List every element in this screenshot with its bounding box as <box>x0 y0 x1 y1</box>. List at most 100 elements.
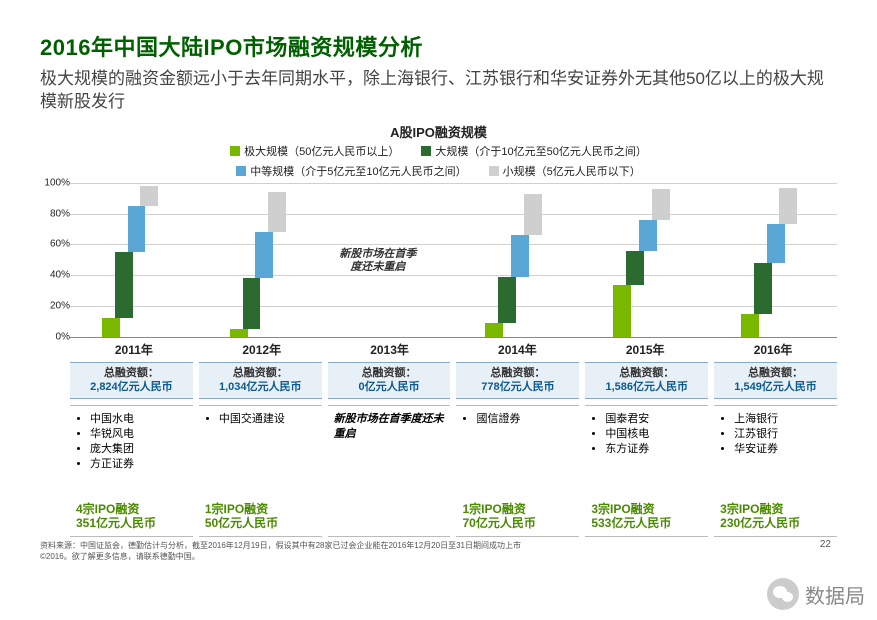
total-label: 总融资额： <box>201 367 320 381</box>
watermark: 数据局 <box>767 578 865 610</box>
ipo-summary: 4宗IPO融资351亿元人民币 <box>76 502 187 531</box>
company-list: 中国水电华锐风电庞大集团方正证券 <box>90 412 187 471</box>
bar-segment <box>779 188 797 225</box>
bar-segment <box>243 278 261 329</box>
ipo-count: 1宗IPO融资 <box>205 502 316 516</box>
source-line-2: ©2016。欲了解更多信息，请联系德勤中国。 <box>40 552 837 562</box>
company-name: 國信證券 <box>476 412 573 427</box>
bar-segment <box>485 323 503 337</box>
ipo-summary: 3宗IPO融资533亿元人民币 <box>591 502 702 531</box>
company-card: 國信證券 1宗IPO融资70亿元人民币 <box>456 405 579 537</box>
bar-segment <box>115 252 133 318</box>
total-card: 总融资额：0亿元人民币 <box>328 362 451 400</box>
gridline <box>70 244 837 245</box>
bar-group <box>485 183 549 337</box>
gridline <box>70 275 837 276</box>
company-list: 国泰君安中国核电东方证券 <box>605 412 702 457</box>
ipo-summary: 1宗IPO融资70亿元人民币 <box>462 502 573 531</box>
legend-item: 极大规模（50亿元人民币以上） <box>230 143 399 159</box>
total-value: 2,824亿元人民币 <box>72 381 191 395</box>
ipo-amount: 50亿元人民币 <box>205 516 316 530</box>
page-title: 2016年中国大陆IPO市场融资规模分析 <box>40 30 837 62</box>
legend-swatch <box>236 166 246 176</box>
bar-segment <box>498 277 516 323</box>
legend-label: 极大规模（50亿元人民币以上） <box>244 143 399 159</box>
ipo-amount: 351亿元人民币 <box>76 516 187 530</box>
x-axis-label: 2015年 <box>613 341 677 358</box>
y-tick: 80% <box>34 208 70 219</box>
company-name: 华安证券 <box>734 442 831 457</box>
y-tick: 100% <box>34 177 70 188</box>
bar-segment <box>268 192 286 232</box>
legend-label: 小规模（5亿元人民币以下） <box>503 163 641 179</box>
y-tick: 40% <box>34 270 70 281</box>
bar-segment <box>524 194 542 236</box>
ipo-count: 4宗IPO融资 <box>76 502 187 516</box>
chart-annotation: 新股市场在首季 度还未重启 <box>313 248 443 274</box>
bar-segment <box>140 186 158 206</box>
total-card: 总融资额：778亿元人民币 <box>456 362 579 400</box>
source-footnote: 资料来源：中国证监会，德勤估计与分析，截至2016年12月19日，假设其中有28… <box>40 541 837 562</box>
company-name: 东方证券 <box>605 442 702 457</box>
gridline <box>70 306 837 307</box>
company-card: 中国水电华锐风电庞大集团方正证券 4宗IPO融资351亿元人民币 <box>70 405 193 537</box>
legend-swatch <box>489 166 499 176</box>
company-name: 国泰君安 <box>605 412 702 427</box>
company-name: 中国水电 <box>90 412 187 427</box>
x-axis-label: 2011年 <box>102 341 166 358</box>
total-value: 1,549亿元人民币 <box>716 381 835 395</box>
bar-segment <box>652 189 670 220</box>
company-name: 方正证券 <box>90 457 187 472</box>
company-card: 上海银行江苏银行华安证券3宗IPO融资230亿元人民币 <box>714 405 837 537</box>
company-card: 国泰君安中国核电东方证券 3宗IPO融资533亿元人民币 <box>585 405 708 537</box>
bar-segment <box>767 224 785 263</box>
total-value: 0亿元人民币 <box>330 381 449 395</box>
company-list: 上海银行江苏银行华安证券 <box>734 412 831 457</box>
company-name: 中国核电 <box>605 427 702 442</box>
company-card: 中国交通建设 1宗IPO融资50亿元人民币 <box>199 405 322 537</box>
x-axis-label: 2013年 <box>358 341 422 358</box>
company-name: 上海银行 <box>734 412 831 427</box>
watermark-text: 数据局 <box>805 580 865 609</box>
legend-item: 大规模（介于10亿元至50亿元人民币之间） <box>421 143 646 159</box>
company-name: 中国交通建设 <box>219 412 316 427</box>
x-axis-label: 2012年 <box>230 341 294 358</box>
total-card: 总融资额：2,824亿元人民币 <box>70 362 193 400</box>
y-tick: 0% <box>34 331 70 342</box>
company-cards-row: 中国水电华锐风电庞大集团方正证券 4宗IPO融资351亿元人民币 中国交通建设 1宗I… <box>70 405 837 537</box>
bar-segment <box>255 232 273 278</box>
ipo-count: 1宗IPO融资 <box>462 502 573 516</box>
x-axis-label: 2014年 <box>485 341 549 358</box>
ipo-count: 3宗IPO融资 <box>591 502 702 516</box>
total-card: 总融资额：1,586亿元人民币 <box>585 362 708 400</box>
total-card: 总融资额：1,034亿元人民币 <box>199 362 322 400</box>
page-number: 22 <box>820 539 831 550</box>
total-label: 总融资额： <box>587 367 706 381</box>
bar-segment <box>741 314 759 337</box>
company-card-note: 新股市场在首季度还未重启 <box>334 412 445 442</box>
ipo-count: 3宗IPO融资 <box>720 502 831 516</box>
ipo-amount: 533亿元人民币 <box>591 516 702 530</box>
ipo-summary: 1宗IPO融资50亿元人民币 <box>205 502 316 531</box>
bar-segment <box>754 263 772 314</box>
total-value: 1,586亿元人民币 <box>587 381 706 395</box>
annotation-line2: 度还未重启 <box>350 261 405 273</box>
total-card: 总融资额：1,549亿元人民币 <box>714 362 837 400</box>
legend-item: 小规模（5亿元人民币以下） <box>489 163 641 179</box>
annotation-line1: 新股市场在首季 <box>339 248 416 260</box>
company-list: 中国交通建设 <box>219 412 316 427</box>
bar-group <box>613 183 677 337</box>
y-tick: 20% <box>34 301 70 312</box>
company-name: 华锐风电 <box>90 427 187 442</box>
total-value: 778亿元人民币 <box>458 381 577 395</box>
chart-bars <box>70 183 837 337</box>
company-list: 國信證券 <box>476 412 573 427</box>
wechat-icon <box>767 578 799 610</box>
gridline <box>70 183 837 184</box>
source-line-1: 资料来源：中国证监会，德勤估计与分析，截至2016年12月19日，假设其中有28… <box>40 541 837 551</box>
total-label: 总融资额： <box>458 367 577 381</box>
chart-plot-area: 0%20%40%60%80%100% 新股市场在首季 度还未重启 <box>70 183 837 338</box>
bar-group <box>741 183 805 337</box>
legend-swatch <box>230 146 240 156</box>
legend-label: 大规模（介于10亿元至50亿元人民币之间） <box>435 143 646 159</box>
